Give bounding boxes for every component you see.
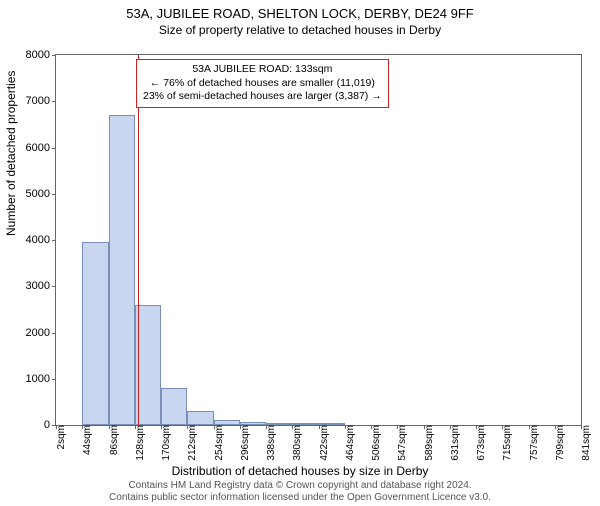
x-tick-label: 547sqm <box>397 425 408 461</box>
x-tick-label: 128sqm <box>135 425 146 461</box>
x-axis-label: Distribution of detached houses by size … <box>0 464 600 478</box>
y-axis-label: Number of detached properties <box>4 71 18 236</box>
x-tick-label: 715sqm <box>502 425 513 461</box>
plot-area: 0100020003000400050006000700080002sqm44s… <box>55 54 582 426</box>
x-tick-label: 631sqm <box>450 425 461 461</box>
annotation-line1: 53A JUBILEE ROAD: 133sqm <box>143 63 382 77</box>
x-tick-label: 799sqm <box>555 425 566 461</box>
histogram-bar <box>187 411 213 425</box>
histogram-bar <box>214 420 240 425</box>
y-tick-mark <box>52 240 56 241</box>
annotation-box: 53A JUBILEE ROAD: 133sqm ← 76% of detach… <box>136 59 389 108</box>
histogram-bar <box>82 242 108 425</box>
footer: Contains HM Land Registry data © Crown c… <box>0 480 600 504</box>
histogram-bar <box>266 423 292 425</box>
x-tick-label: 757sqm <box>529 425 540 461</box>
chart-container: 53A, JUBILEE ROAD, SHELTON LOCK, DERBY, … <box>0 6 600 506</box>
x-tick-label: 506sqm <box>371 425 382 461</box>
histogram-bar <box>109 115 135 425</box>
x-tick-label: 589sqm <box>424 425 435 461</box>
x-tick-label: 841sqm <box>581 425 592 461</box>
y-tick-mark <box>52 101 56 102</box>
x-tick-label: 2sqm <box>56 425 67 449</box>
x-tick-label: 422sqm <box>319 425 330 461</box>
y-tick-mark <box>52 194 56 195</box>
x-tick-label: 44sqm <box>82 425 93 455</box>
x-tick-label: 338sqm <box>266 425 277 461</box>
histogram-bar <box>240 422 266 425</box>
y-tick-mark <box>52 55 56 56</box>
x-tick-label: 673sqm <box>476 425 487 461</box>
y-tick-mark <box>52 333 56 334</box>
x-tick-label: 380sqm <box>292 425 303 461</box>
histogram-bar <box>292 423 318 425</box>
histogram-bar <box>319 423 345 425</box>
y-tick-mark <box>52 379 56 380</box>
x-tick-label: 86sqm <box>109 425 120 455</box>
page-subtitle: Size of property relative to detached ho… <box>0 23 600 37</box>
y-tick-mark <box>52 148 56 149</box>
footer-line2: Contains public sector information licen… <box>0 492 600 504</box>
annotation-line2: ← 76% of detached houses are smaller (11… <box>143 77 382 91</box>
reference-line <box>138 55 139 425</box>
histogram-bar <box>161 388 187 425</box>
y-tick-mark <box>52 286 56 287</box>
x-tick-label: 212sqm <box>187 425 198 461</box>
x-tick-label: 296sqm <box>240 425 251 461</box>
annotation-line3: 23% of semi-detached houses are larger (… <box>143 90 382 104</box>
x-tick-label: 254sqm <box>214 425 225 461</box>
x-tick-label: 464sqm <box>345 425 356 461</box>
footer-line1: Contains HM Land Registry data © Crown c… <box>0 480 600 492</box>
page-title: 53A, JUBILEE ROAD, SHELTON LOCK, DERBY, … <box>0 6 600 21</box>
x-tick-label: 170sqm <box>161 425 172 461</box>
